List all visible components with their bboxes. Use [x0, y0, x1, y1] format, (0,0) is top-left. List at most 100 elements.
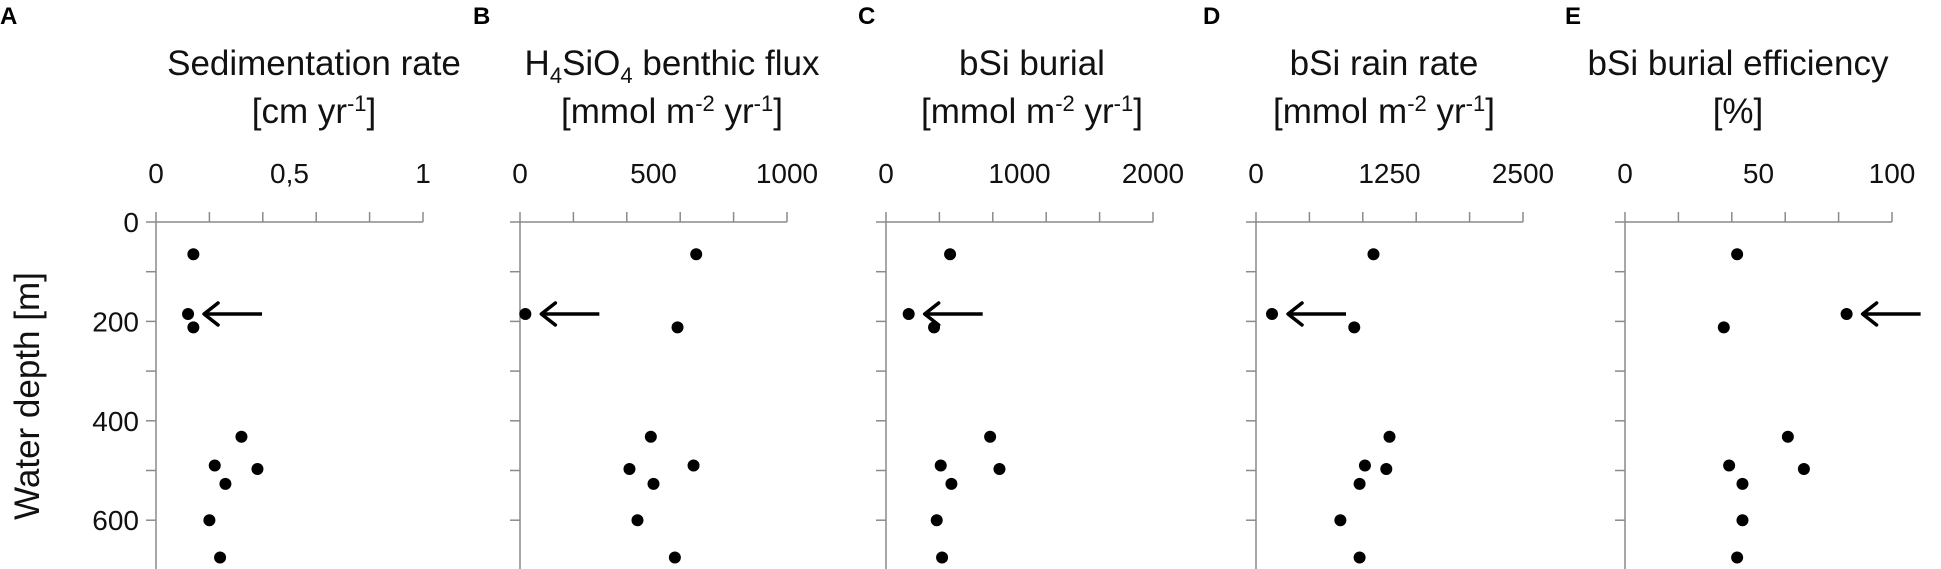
- title-segment: -1: [1114, 91, 1134, 116]
- y-tick-label: 200: [92, 306, 139, 337]
- data-point: [944, 248, 957, 261]
- data-point: [1353, 477, 1366, 490]
- data-point: [647, 477, 660, 490]
- title-segment: [mmol m: [921, 92, 1055, 131]
- title-segment: bSi burial efficiency: [1588, 44, 1889, 83]
- x-tick-label: 0: [1248, 158, 1264, 189]
- title-segment: [cm yr: [252, 92, 348, 131]
- y-axis-label: Water depth [m]: [8, 272, 47, 520]
- data-point: [993, 463, 1006, 476]
- data-point: [671, 321, 684, 334]
- data-point: [930, 514, 943, 527]
- data-point: [519, 307, 532, 320]
- data-point: [214, 551, 227, 564]
- title-segment: bSi rain rate: [1290, 44, 1479, 83]
- x-tick-label: 0: [1617, 158, 1633, 189]
- title-segment: [mmol m: [561, 92, 695, 131]
- data-point: [1383, 430, 1396, 443]
- panel-letter: D: [1203, 3, 1220, 30]
- x-tick-label: 0,5: [270, 158, 309, 189]
- data-point: [1723, 459, 1736, 472]
- data-point: [203, 514, 216, 527]
- highlight-arrow: [1860, 301, 1921, 327]
- arrow-head: [922, 301, 941, 327]
- highlight-arrow: [922, 301, 983, 327]
- data-point: [187, 321, 200, 334]
- panel-letter: E: [1565, 3, 1581, 30]
- data-point: [235, 430, 248, 443]
- data-point: [1358, 459, 1371, 472]
- data-point: [902, 307, 915, 320]
- data-point: [934, 459, 947, 472]
- title-segment: yr: [715, 92, 754, 131]
- data-point: [187, 248, 200, 261]
- data-point: [208, 459, 221, 472]
- title-segment: 4: [620, 63, 632, 88]
- title-segment: ]: [1485, 92, 1495, 131]
- data-point: [1367, 248, 1380, 261]
- title-segment: -1: [347, 91, 367, 116]
- arrow-head: [202, 301, 220, 327]
- y-tick-label: 0: [123, 207, 139, 238]
- data-point: [1266, 307, 1279, 320]
- x-tick-label: 1000: [988, 158, 1050, 189]
- y-tick-label: 600: [92, 505, 139, 536]
- arrow-head: [1860, 301, 1879, 327]
- panel-a: A Sedimentation rate [cm yr-1] 0 0,5 1: [0, 3, 461, 569]
- panel-title-line: H4SiO4 benthic flux: [525, 44, 820, 88]
- data-point: [690, 248, 703, 261]
- data-point: [1736, 477, 1749, 490]
- x-tick-label: 1250: [1358, 158, 1420, 189]
- data-point: [1797, 463, 1810, 476]
- title-segment: 4: [550, 63, 562, 88]
- panel-title-line: [mmol m-2 yr-1]: [1273, 91, 1495, 131]
- title-segment: ]: [1133, 92, 1143, 131]
- data-point: [644, 430, 657, 443]
- x-tick-label: 2000: [1122, 158, 1184, 189]
- data-point: [687, 459, 700, 472]
- highlight-arrow: [1286, 301, 1347, 327]
- data-point: [945, 477, 958, 490]
- x-tick-label: 1000: [756, 158, 818, 189]
- title-segment: yr: [1075, 92, 1114, 131]
- title-segment: bSi burial: [959, 44, 1105, 83]
- panel-letter: C: [858, 3, 875, 30]
- title-segment: -2: [695, 91, 715, 116]
- data-point: [984, 430, 997, 443]
- panel-title-line: [mmol m-2 yr-1]: [561, 91, 783, 131]
- data-point: [623, 463, 636, 476]
- panel-title-line: [cm yr-1]: [252, 91, 377, 131]
- data-point: [1348, 321, 1361, 334]
- title-segment: Sedimentation rate: [167, 44, 461, 83]
- title-segment: -1: [754, 91, 774, 116]
- panel-title-line: [mmol m-2 yr-1]: [921, 91, 1143, 131]
- title-segment: -2: [1407, 91, 1427, 116]
- title-segment: ]: [367, 92, 377, 131]
- data-point: [1353, 551, 1366, 564]
- panel-title-line: bSi burial: [959, 44, 1105, 83]
- x-tick-label: 0: [878, 158, 894, 189]
- panel-title-line: Sedimentation rate: [167, 44, 461, 83]
- x-tick-label: 50: [1743, 158, 1774, 189]
- panel-letter: B: [473, 3, 490, 30]
- x-tick-label: 1: [415, 158, 431, 189]
- data-point: [1334, 514, 1347, 527]
- data-point: [631, 514, 644, 527]
- title-segment: -2: [1055, 91, 1075, 116]
- x-tick-label: 0: [148, 158, 164, 189]
- title-segment: [mmol m: [1273, 92, 1407, 131]
- x-tick-label: 100: [1869, 158, 1916, 189]
- title-segment: H: [525, 44, 550, 83]
- title-segment: yr: [1427, 92, 1466, 131]
- arrow-head: [539, 301, 558, 327]
- data-point: [1731, 248, 1744, 261]
- title-segment: ]: [773, 92, 783, 131]
- title-segment: SiO: [562, 44, 620, 83]
- panel-title-line: bSi burial efficiency: [1588, 44, 1889, 83]
- data-point: [1736, 514, 1749, 527]
